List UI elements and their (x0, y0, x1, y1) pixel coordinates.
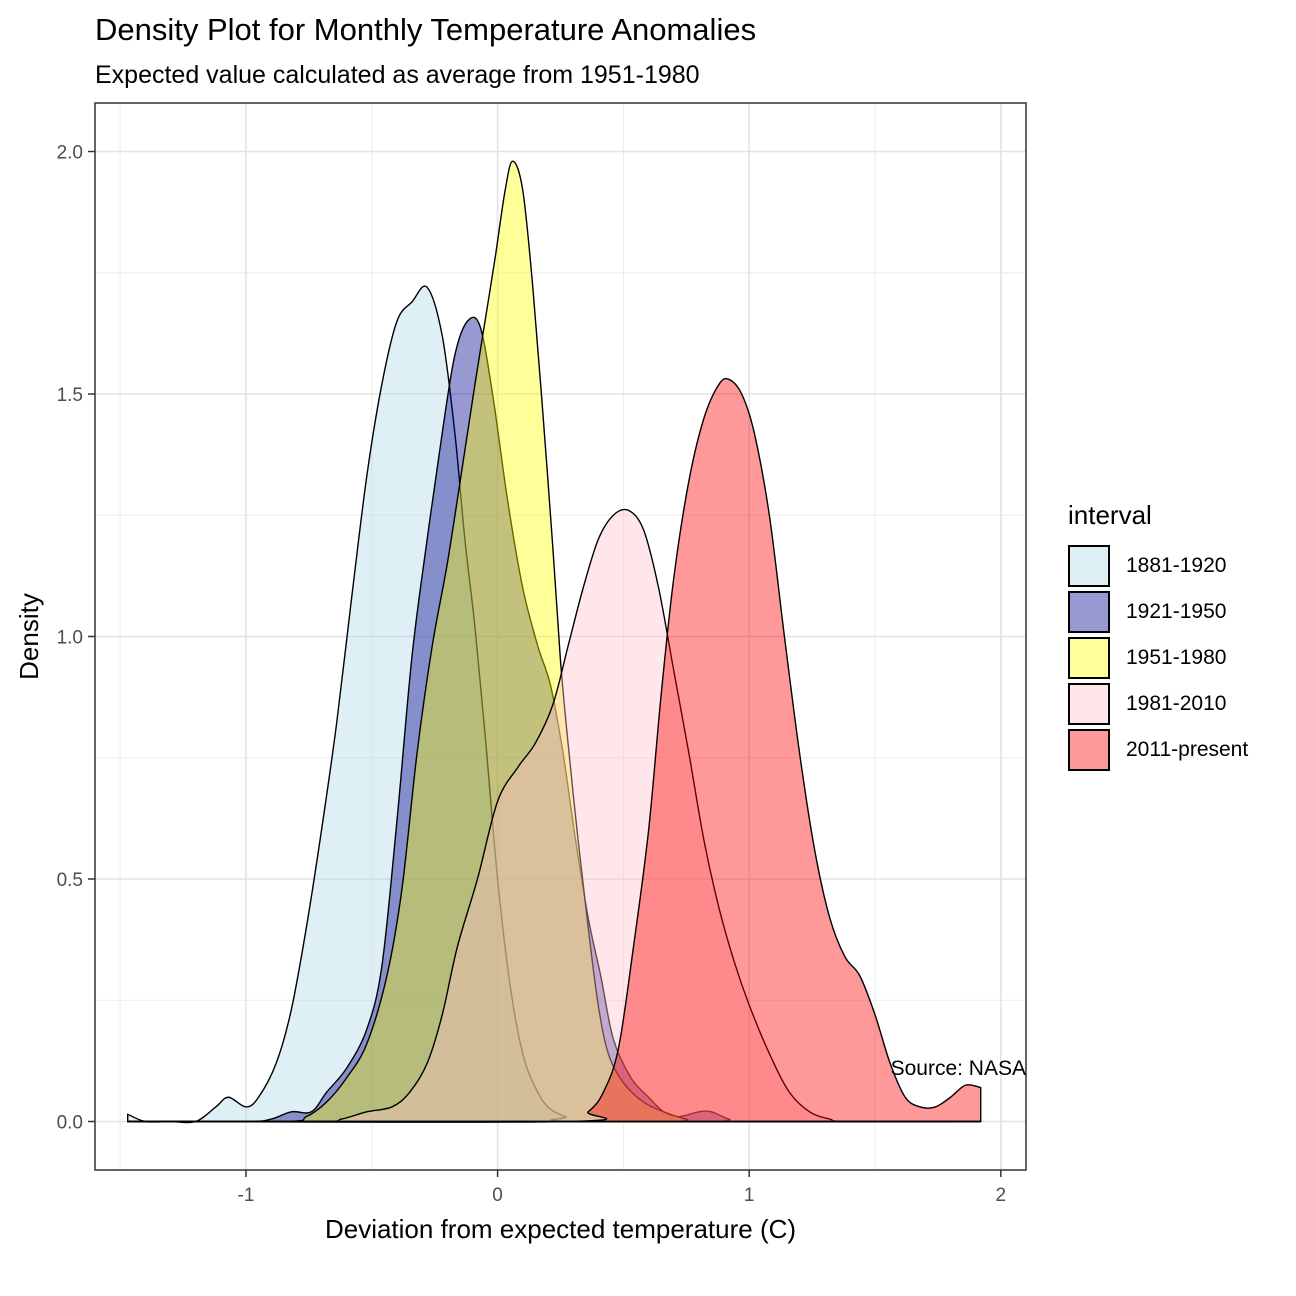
legend-item: 1951-1980 (1068, 635, 1248, 681)
legend-title: interval (1068, 500, 1152, 530)
y-axis-title: Density (14, 593, 44, 680)
y-tick-label: 1.5 (57, 385, 83, 406)
x-tick-label: 1 (744, 1185, 755, 1206)
grid-lines (95, 103, 1026, 1170)
chart-subtitle: Expected value calculated as average fro… (95, 61, 700, 89)
legend-item: 1881-1920 (1068, 543, 1248, 589)
legend-item: 1981-2010 (1068, 681, 1248, 727)
density-area-1951-1980 (127, 160, 982, 1123)
legend-items: 1881-1920 1921-1950 1951-1980 1981-2010 2011… (1068, 543, 1248, 773)
density-areas (127, 160, 982, 1124)
legend: interval 1881-1920 1921-1950 1951-1980 1981… (1068, 500, 1248, 773)
legend-label: 1881-1920 (1126, 554, 1227, 577)
legend-label: 1921-1950 (1126, 600, 1227, 623)
legend-item: 2011-present (1068, 727, 1248, 773)
legend-key-swatch (1068, 729, 1110, 771)
density-area-1981-2010 (127, 508, 982, 1123)
legend-item: 1921-1950 (1068, 589, 1248, 635)
x-axis-title: Deviation from expected temperature (C) (325, 1214, 796, 1244)
density-area-1881-1920 (127, 285, 982, 1124)
y-tick-label: 2.0 (57, 143, 83, 164)
legend-label: 1951-1980 (1126, 646, 1227, 669)
x-tick-label: 2 (996, 1185, 1007, 1206)
legend-key-swatch (1068, 637, 1110, 679)
legend-label: 1981-2010 (1126, 692, 1227, 715)
legend-label: 2011-present (1126, 738, 1249, 761)
y-tick-label: 0.5 (57, 870, 83, 891)
density-area-2011-present (127, 377, 982, 1123)
axes: -1 0 1 2 0.0 0.5 1.0 1.5 2.0 (57, 143, 1007, 1207)
legend-key-swatch (1068, 545, 1110, 587)
caption: Source: NASA (890, 1057, 1026, 1080)
chart-title: Density Plot for Monthly Temperature Ano… (95, 12, 757, 47)
legend-key-swatch (1068, 683, 1110, 725)
y-tick-label: 0.0 (57, 1113, 83, 1134)
y-tick-label: 1.0 (57, 628, 83, 649)
x-tick-label: 0 (492, 1185, 503, 1206)
legend-key-swatch (1068, 591, 1110, 633)
x-tick-label: -1 (238, 1185, 255, 1206)
